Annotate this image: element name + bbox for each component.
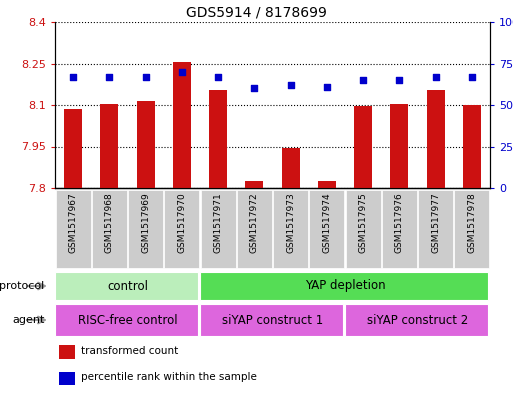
Text: siYAP construct 1: siYAP construct 1	[222, 314, 323, 327]
Text: GSM1517968: GSM1517968	[105, 192, 114, 253]
Text: control: control	[107, 279, 148, 292]
Text: GSM1517971: GSM1517971	[213, 192, 223, 253]
Text: protocol: protocol	[0, 281, 45, 291]
Bar	[101, 104, 119, 188]
Bar	[92, 190, 127, 268]
Bar	[418, 190, 453, 268]
Bar	[201, 190, 235, 268]
Text: GSM1517978: GSM1517978	[467, 192, 477, 253]
Bar	[136, 101, 155, 188]
Point	[142, 73, 150, 80]
Bar	[64, 109, 82, 188]
Text: GSM1517973: GSM1517973	[286, 192, 295, 253]
Text: GSM1517969: GSM1517969	[141, 192, 150, 253]
Bar	[56, 190, 90, 268]
Text: GSM1517977: GSM1517977	[431, 192, 440, 253]
Text: GSM1517972: GSM1517972	[250, 192, 259, 253]
Bar	[55, 304, 198, 336]
Bar	[245, 181, 264, 188]
Bar	[455, 190, 489, 268]
Point	[69, 73, 77, 80]
Bar	[55, 272, 198, 300]
Text: GSM1517967: GSM1517967	[69, 192, 77, 253]
Text: YAP depletion: YAP depletion	[305, 279, 385, 292]
Bar	[173, 62, 191, 188]
Point	[250, 85, 259, 92]
Text: GSM1517970: GSM1517970	[177, 192, 186, 253]
Bar	[463, 105, 481, 188]
Point	[214, 73, 222, 80]
Bar	[200, 304, 343, 336]
Bar	[282, 148, 300, 188]
Bar	[200, 272, 488, 300]
Point	[178, 69, 186, 75]
Bar	[345, 304, 488, 336]
Text: GDS5914 / 8178699: GDS5914 / 8178699	[186, 5, 327, 19]
Text: GSM1517975: GSM1517975	[359, 192, 368, 253]
Bar	[354, 107, 372, 188]
Text: agent: agent	[12, 315, 45, 325]
Bar	[390, 104, 408, 188]
Point	[431, 73, 440, 80]
Point	[323, 84, 331, 90]
Bar	[165, 190, 199, 268]
Bar	[60, 372, 74, 385]
Bar	[60, 345, 74, 358]
Point	[287, 82, 295, 88]
Text: GSM1517974: GSM1517974	[322, 192, 331, 253]
Text: transformed count: transformed count	[81, 345, 179, 356]
Bar	[128, 190, 163, 268]
Bar	[309, 190, 344, 268]
Bar	[273, 190, 308, 268]
Bar	[427, 90, 445, 188]
Point	[468, 73, 476, 80]
Text: percentile rank within the sample: percentile rank within the sample	[81, 372, 257, 382]
Text: siYAP construct 2: siYAP construct 2	[367, 314, 468, 327]
Point	[105, 73, 113, 80]
Bar	[382, 190, 417, 268]
Bar	[209, 90, 227, 188]
Point	[359, 77, 367, 83]
Text: RISC-free control: RISC-free control	[77, 314, 177, 327]
Point	[396, 77, 404, 83]
Bar	[318, 181, 336, 188]
Bar	[237, 190, 272, 268]
Bar	[346, 190, 381, 268]
Text: GSM1517976: GSM1517976	[395, 192, 404, 253]
